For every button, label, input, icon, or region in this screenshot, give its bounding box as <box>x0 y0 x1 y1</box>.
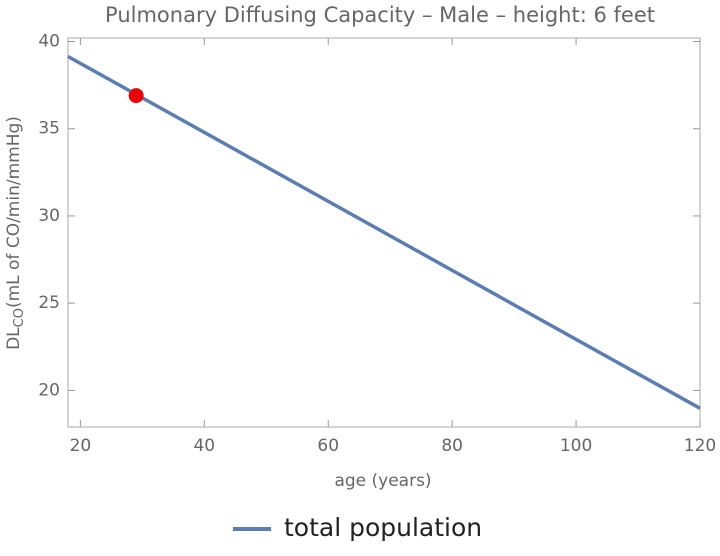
x-tick-label: 80 <box>441 436 463 456</box>
legend-label: total population <box>284 513 482 542</box>
y-label-rest: (mL of CO/min/mmHg) <box>4 116 24 308</box>
y-tick-label: 35 <box>38 119 60 139</box>
x-tick-label: 60 <box>317 436 339 456</box>
chart-title: Pulmonary Diffusing Capacity – Male – he… <box>105 3 655 27</box>
series-line <box>67 54 701 410</box>
x-tick-label: 20 <box>70 436 92 456</box>
y-tick-label: 40 <box>38 31 60 51</box>
y-axis-label: DLCO(mL of CO/min/mmHg) <box>4 116 27 350</box>
x-tick-label: 100 <box>560 436 592 456</box>
highlight-point <box>128 88 144 104</box>
x-tick-label: 40 <box>193 436 215 456</box>
plot-frame <box>67 37 701 428</box>
y-tick-label: 20 <box>38 380 60 400</box>
y-tick-label: 30 <box>38 206 60 226</box>
y-label-main: DL <box>4 327 24 350</box>
x-axis-label: age (years) <box>334 471 431 491</box>
y-tick-label: 25 <box>38 293 60 313</box>
y-label-sub: CO <box>12 308 27 327</box>
x-tick-label: 120 <box>684 436 716 456</box>
